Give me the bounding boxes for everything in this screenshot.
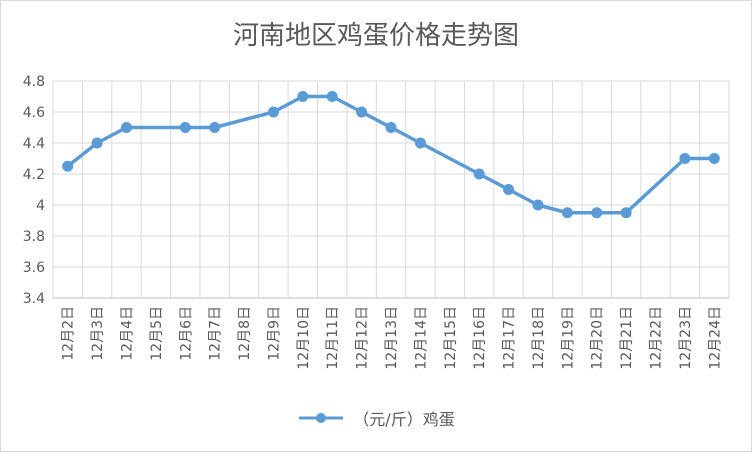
data-point: [62, 160, 74, 172]
y-tick-label: 3.4: [23, 291, 45, 307]
x-tick-label: 12月10日: [296, 306, 312, 370]
x-tick-label: 12月7日: [208, 306, 224, 361]
x-tick-label: 12月19日: [560, 306, 576, 370]
x-tick-label: 12月9日: [266, 306, 282, 361]
x-tick-label: 12月6日: [178, 306, 194, 361]
data-point: [414, 137, 426, 149]
x-tick-label: 12月23日: [678, 306, 694, 370]
data-point: [209, 122, 221, 133]
x-tick-label: 12月16日: [472, 306, 488, 370]
x-tick-label: 12月17日: [502, 306, 518, 370]
x-tick-label: 12月22日: [649, 306, 665, 370]
x-tick-label: 12月8日: [237, 306, 253, 361]
data-point: [179, 122, 191, 133]
x-tick-label: 12月21日: [619, 306, 635, 370]
series-line: [66, 94, 715, 215]
data-point: [708, 153, 720, 164]
data-point: [385, 122, 397, 133]
data-point: [620, 207, 632, 219]
x-tick-label: 12月11日: [325, 306, 341, 370]
x-tick-label: 12月24日: [707, 306, 723, 370]
x-tick-label: 12月18日: [531, 306, 547, 370]
y-tick-label: 4: [36, 198, 45, 214]
data-point: [591, 207, 603, 219]
x-tick-label: 12月4日: [119, 306, 135, 361]
y-tick-label: 4.8: [23, 74, 45, 90]
y-tick-label: 3.6: [23, 260, 45, 276]
legend-marker: [299, 413, 344, 423]
legend-label: （元/斤）鸡蛋: [353, 410, 455, 429]
data-point: [297, 91, 309, 102]
x-tick-label: 12月12日: [355, 306, 371, 370]
legend: （元/斤）鸡蛋: [1, 406, 751, 430]
data-point: [503, 184, 515, 195]
y-tick-label: 4.4: [23, 136, 45, 152]
x-tick-label: 12月2日: [61, 306, 77, 361]
data-point: [679, 153, 691, 164]
x-tick-label: 12月15日: [443, 306, 459, 370]
data-point: [326, 91, 338, 102]
data-point: [532, 199, 544, 211]
x-tick-label: 12月13日: [384, 306, 400, 370]
x-tick-label: 12月14日: [413, 306, 429, 370]
x-tick-label: 12月20日: [590, 306, 606, 370]
x-tick-label: 12月5日: [149, 306, 165, 361]
data-point: [356, 106, 368, 118]
data-point: [91, 137, 103, 149]
data-point: [120, 122, 132, 133]
data-point: [561, 207, 573, 219]
data-point: [473, 168, 485, 180]
x-tick-label: 12月3日: [90, 306, 106, 361]
data-point: [267, 106, 279, 118]
y-tick-label: 3.8: [23, 229, 45, 245]
y-tick-label: 4.6: [23, 105, 45, 121]
chart-title: 河南地区鸡蛋价格走势图: [232, 21, 519, 51]
legend-dot: [316, 413, 327, 423]
y-tick-label: 4.2: [23, 167, 45, 183]
